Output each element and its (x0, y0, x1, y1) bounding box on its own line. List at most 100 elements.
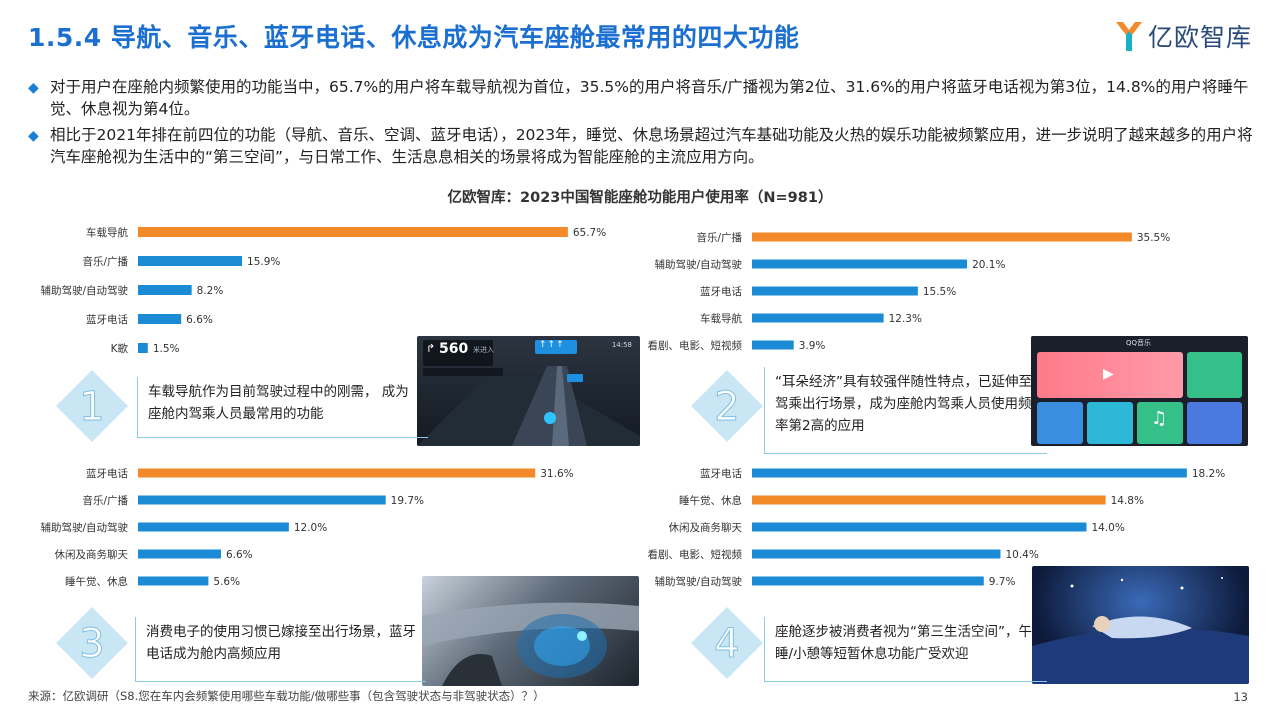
callout-number-diamond: 4 (686, 602, 768, 687)
category-label: 辅助驾驶/自动驾驶 (654, 575, 742, 588)
page-number: 13 (1233, 690, 1248, 704)
value-label: 15.9% (247, 256, 280, 268)
bullet-item: ◆ 对于用户在座舱内频繁使用的功能当中，65.7%的用户将车载导航视为首位，35… (28, 76, 1260, 120)
value-label: 20.1% (972, 259, 1005, 271)
category-label: 音乐/广播 (82, 494, 128, 507)
value-label: 18.2% (1192, 468, 1225, 480)
callout-number-diamond: 3 (51, 602, 133, 687)
bar (138, 495, 386, 505)
callout-text: “耳朵经济”具有较强伴随性特点，已延伸至驾乘出行场景，成为座舱内驾乘人员使用频率… (764, 367, 1047, 454)
bullet-item: ◆ 相比于2021年排在前四位的功能（导航、音乐、空调、蓝牙电话），2023年，… (28, 124, 1260, 168)
value-label: 14.0% (1091, 522, 1124, 534)
category-label: 车载导航 (86, 226, 128, 239)
bar (752, 340, 794, 350)
category-label: 睡午觉、休息 (65, 575, 128, 588)
bar (138, 256, 243, 266)
bar (752, 576, 984, 586)
source-note: 来源：亿欧调研（S8.您在车内会频繁使用哪些车载功能/做哪些事（包含驾驶状态与非… (28, 689, 545, 703)
category-label: 车载导航 (700, 312, 742, 325)
bar (138, 343, 148, 353)
callout-text: 车载导航作为目前驾驶过程中的刚需， 成为座舱内驾乘人员最常用的功能 (137, 377, 428, 438)
bar (752, 549, 1001, 559)
bullet-text: 对于用户在座舱内频繁使用的功能当中，65.7%的用户将车载导航视为首位，35.5… (50, 78, 1249, 118)
diamond-bullet-icon: ◆ (28, 128, 39, 144)
value-label: 19.7% (391, 495, 424, 507)
sleeping-in-car-photo (1032, 566, 1249, 684)
callout-number: 4 (714, 621, 739, 667)
value-label: 31.6% (540, 468, 573, 480)
category-label: 休闲及商务聊天 (669, 521, 743, 534)
chart-title: 亿欧智库：2023中国智能座舱功能用户使用率（N=981） (447, 190, 833, 206)
callout-number: 3 (79, 621, 104, 667)
nav-distance: 560 (439, 341, 469, 357)
category-label: 蓝牙电话 (86, 313, 128, 326)
value-label: 9.7% (989, 576, 1016, 588)
music-note-icon: ♫ (1151, 408, 1168, 429)
value-label: 8.2% (197, 285, 224, 297)
category-label: 看剧、电影、短视频 (648, 548, 743, 561)
bullet-list: ◆ 对于用户在座舱内频繁使用的功能当中，65.7%的用户将车载导航视为首位，35… (28, 76, 1260, 172)
page-title: 1.5.4 导航、音乐、蓝牙电话、休息成为汽车座舱最常用的四大功能 (28, 23, 800, 52)
value-label: 14.8% (1111, 495, 1144, 507)
category-label: 辅助驾驶/自动驾驶 (40, 521, 128, 534)
value-label: 12.3% (889, 313, 922, 325)
bar (752, 495, 1106, 505)
category-label: 辅助驾驶/自动驾驶 (40, 284, 128, 297)
bar (752, 259, 968, 269)
bar (752, 232, 1132, 242)
bar (138, 522, 289, 532)
diamond-bullet-icon: ◆ (28, 80, 39, 96)
category-label: 休闲及商务聊天 (55, 548, 129, 561)
bar (752, 468, 1187, 478)
nav-turn-icon: ↱ (426, 342, 436, 355)
navigation-screen-photo: 560 米进入 ↱ ↑↑↑ 14:58 (417, 336, 640, 446)
logo: 亿欧智库 (1114, 18, 1252, 54)
value-label: 35.5% (1137, 232, 1170, 244)
callout-number-diamond: 1 (51, 365, 133, 450)
category-label: 音乐/广播 (82, 255, 128, 268)
nav-distance-unit: 米进入 (473, 346, 494, 354)
value-label: 1.5% (153, 343, 180, 355)
category-label: 音乐/广播 (696, 231, 742, 244)
bar (138, 549, 221, 559)
music-tile (1187, 402, 1242, 444)
bar (752, 286, 918, 296)
value-label: 12.0% (294, 522, 327, 534)
callout-text: 消费电子的使用习惯已嫁接至出行场景，蓝牙电话成为舱内高频应用 (135, 617, 426, 682)
category-label: 辅助驾驶/自动驾驶 (654, 258, 742, 271)
value-label: 3.9% (799, 340, 826, 352)
value-label: 10.4% (1005, 549, 1038, 561)
nav-lane-arrows-icon: ↑↑↑ (539, 340, 565, 350)
music-app-title: QQ音乐 (1126, 339, 1152, 347)
bullet-text: 相比于2021年排在前四位的功能（导航、音乐、空调、蓝牙电话），2023年，睡觉… (50, 126, 1253, 166)
music-app-photo: QQ音乐 ♫ ▶ (1031, 336, 1248, 446)
category-label: 睡午觉、休息 (679, 494, 742, 507)
music-tile (1087, 402, 1133, 444)
yiou-logo-icon (1115, 22, 1142, 51)
bar (752, 522, 1087, 532)
bar (138, 227, 568, 237)
callout-number-diamond: 2 (686, 365, 768, 450)
callout-number: 1 (79, 384, 104, 430)
music-tile (1037, 402, 1083, 444)
bar (138, 468, 536, 478)
bar (138, 314, 182, 324)
bar (752, 313, 884, 323)
value-label: 5.6% (213, 576, 240, 588)
value-label: 6.6% (186, 314, 213, 326)
category-label: 蓝牙电话 (86, 467, 128, 480)
bar (138, 285, 192, 295)
logo-text: 亿欧智库 (1147, 23, 1252, 52)
value-label: 15.5% (923, 286, 956, 298)
value-label: 6.6% (226, 549, 253, 561)
music-tile (1137, 402, 1183, 444)
value-label: 65.7% (573, 227, 606, 239)
category-label: K歌 (111, 342, 129, 355)
category-label: 蓝牙电话 (700, 467, 742, 480)
nav-clock: 14:58 (611, 341, 632, 349)
music-now-playing-card (1037, 352, 1183, 398)
category-label: 看剧、电影、短视频 (648, 339, 743, 352)
cockpit-interior-photo (422, 576, 639, 686)
play-icon: ▶ (1103, 366, 1114, 382)
